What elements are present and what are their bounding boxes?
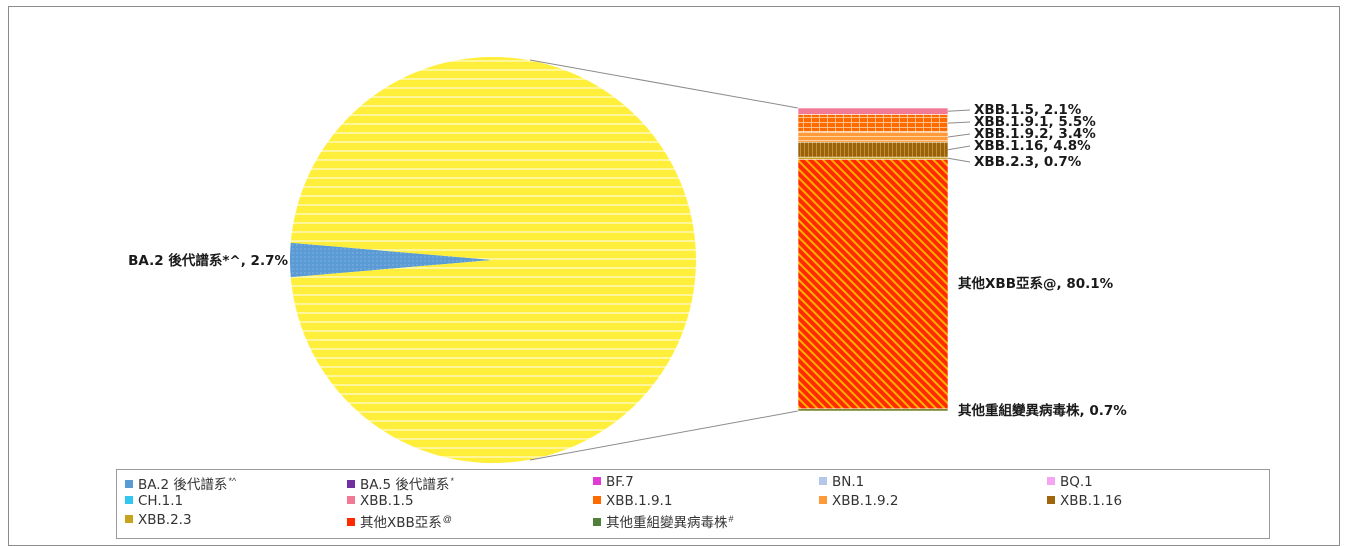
bar-label-3: XBB.1.16, 4.8%	[974, 138, 1091, 154]
legend-swatch	[819, 496, 827, 504]
legend-item: BQ.1	[1047, 472, 1093, 490]
legend-label: XBB.1.9.1	[606, 493, 673, 509]
legend-item: XBB.1.9.1	[593, 491, 672, 509]
data-labels: BA.2 後代譜系*^, 2.7% XBB.1.5, 2.1%XBB.1.9.1,…	[128, 102, 1127, 419]
leader-line-0	[947, 109, 971, 112]
legend-item: XBB.2.3	[125, 510, 192, 528]
legend-swatch	[125, 480, 133, 488]
legend-swatch	[347, 518, 355, 526]
legend-swatch	[1047, 496, 1055, 504]
pie-slice-1	[290, 57, 696, 464]
legend-footnote-mark: @	[442, 514, 452, 524]
bar-label-0: XBB.1.5, 2.1%	[974, 102, 1082, 118]
leader-line-2	[947, 133, 971, 138]
legend-swatch	[347, 496, 355, 504]
legend-footnote-mark: *^	[228, 476, 237, 486]
legend-label: XBB.1.16	[1060, 493, 1123, 509]
legend-label: XBB.2.3	[138, 512, 192, 528]
legend-label: BA.2 後代譜系	[138, 477, 228, 493]
stacked-bar	[797, 107, 949, 412]
legend-swatch	[347, 480, 355, 488]
legend-footnote-mark: #	[728, 514, 734, 524]
legend-item: 其他重組變異病毒株#	[593, 510, 734, 531]
pie-slice-0	[290, 242, 493, 278]
chart-canvas: BA.2 後代譜系*^, 2.7% XBB.1.5, 2.1%XBB.1.9.1,…	[128, 57, 1127, 464]
legend-item: BA.5 後代譜系*	[347, 472, 454, 493]
bar-label-4: XBB.2.3, 0.7%	[974, 154, 1082, 170]
connector-top	[529, 59, 799, 109]
legend-label: 其他重組變異病毒株	[606, 515, 728, 531]
leader-line-3	[947, 145, 971, 151]
legend-swatch	[125, 515, 133, 523]
bar-segment-1	[797, 114, 949, 132]
pie-label-0: BA.2 後代譜系*^, 2.7%	[128, 252, 288, 269]
legend-item: XBB.1.9.2	[819, 491, 898, 509]
legend: BA.2 後代譜系*^ BA.5 後代譜系* BF.7 BN.1 BQ.1 CH.1.1 X…	[116, 469, 1270, 539]
legend-label: CH.1.1	[138, 493, 184, 509]
legend-swatch	[819, 477, 827, 485]
bar-segment-0	[797, 107, 949, 115]
bar-segment-6	[797, 408, 949, 412]
leader-line-1	[947, 121, 971, 124]
legend-label: BN.1	[832, 474, 865, 490]
legend-label: BA.5 後代譜系	[360, 477, 450, 493]
legend-label: BF.7	[606, 474, 634, 490]
bar-segment-3	[797, 141, 949, 158]
legend-item: 其他XBB亞系@	[347, 510, 452, 531]
bar-label-6: 其他重組變異病毒株, 0.7%	[958, 402, 1127, 419]
legend-item: CH.1.1	[125, 491, 183, 509]
legend-swatch	[593, 518, 601, 526]
connector-bottom	[529, 410, 799, 461]
legend-footnote-mark: *	[450, 476, 454, 486]
bar-segment-4	[797, 156, 949, 160]
legend-label: BQ.1	[1060, 474, 1093, 490]
legend-item: XBB.1.16	[1047, 491, 1122, 509]
legend-label: XBB.1.9.2	[832, 493, 899, 509]
legend-swatch	[593, 496, 601, 504]
pie-chart	[290, 57, 696, 464]
legend-label: 其他XBB亞系	[360, 515, 442, 531]
legend-item: BA.2 後代譜系*^	[125, 472, 237, 493]
leader-line-4	[947, 157, 971, 163]
legend-item: BN.1	[819, 472, 864, 490]
bar-label-2: XBB.1.9.2, 3.4%	[974, 126, 1096, 142]
legend-item: BF.7	[593, 472, 634, 490]
bar-label-5: 其他XBB亞系@, 80.1%	[958, 275, 1114, 292]
legend-swatch	[593, 477, 601, 485]
legend-label: XBB.1.5	[360, 493, 414, 509]
bar-segment-5	[797, 159, 949, 410]
bar-segment-2	[797, 131, 949, 143]
legend-item: XBB.1.5	[347, 491, 414, 509]
breakout-connector-lines	[529, 59, 799, 461]
legend-swatch	[125, 496, 133, 504]
bar-label-1: XBB.1.9.1, 5.5%	[974, 114, 1096, 130]
legend-swatch	[1047, 477, 1055, 485]
